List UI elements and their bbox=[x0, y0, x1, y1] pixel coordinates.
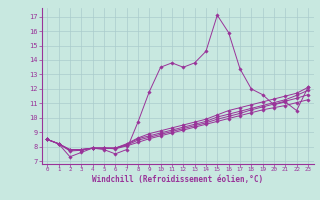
X-axis label: Windchill (Refroidissement éolien,°C): Windchill (Refroidissement éolien,°C) bbox=[92, 175, 263, 184]
